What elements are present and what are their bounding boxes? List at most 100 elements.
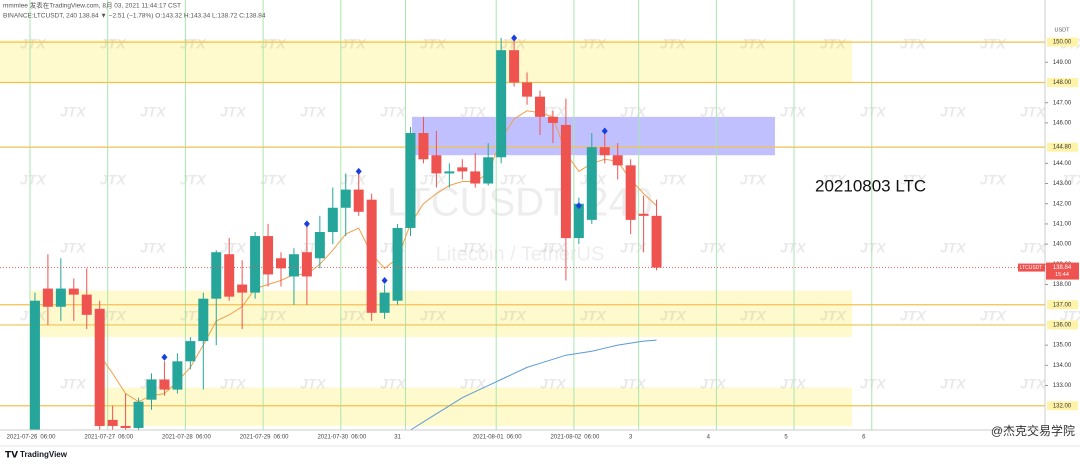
candle-body [301, 252, 312, 277]
watermark-brand: JTX [700, 240, 727, 256]
candle-body [651, 215, 662, 268]
watermark-brand: JTX [820, 308, 847, 324]
candle-body [625, 165, 636, 220]
watermark-brand: JTX [700, 104, 727, 120]
level-label-box [1047, 78, 1078, 88]
candle-body [444, 171, 455, 174]
y-tick-label: 133.00 [1053, 383, 1072, 389]
watermark-brand: JTX [580, 308, 607, 324]
level-label: 137.00 [1053, 302, 1072, 308]
x-tick-label: 06:00 [196, 435, 212, 441]
watermark-brand: JTX [340, 36, 367, 52]
annotation: 20210803 LTC [815, 176, 926, 195]
watermark-brand: JTX [660, 308, 687, 324]
watermark-brand: JTX [20, 36, 47, 52]
signal-marker [303, 220, 310, 228]
watermark-brand: JTX [60, 104, 87, 120]
candle-body [599, 147, 610, 156]
candle-body [94, 308, 105, 426]
candle-body [288, 254, 299, 277]
watermark-brand: JTX [940, 104, 967, 120]
candle-body [483, 157, 494, 184]
symbol-tag-box [1018, 263, 1045, 272]
candle-body [457, 167, 468, 172]
x-tick-label: 06:00 [118, 435, 134, 441]
candle-body [120, 425, 131, 428]
footer-brand: 𝗧𝗩 [5, 449, 18, 459]
watermark-name: Litecoin / TetherUS [436, 243, 605, 265]
signal-marker [355, 167, 362, 175]
candle-body [392, 227, 403, 301]
watermark-brand: JTX [180, 36, 207, 52]
watermark-brand: JTX [20, 172, 47, 188]
watermark-brand: JTX [460, 104, 487, 120]
y-tick-label: 141.00 [1053, 222, 1072, 228]
candle-body [431, 155, 442, 174]
candle-body [509, 50, 520, 83]
watermark-brand: JTX [340, 308, 367, 324]
watermark-brand: JTX [60, 376, 87, 392]
watermark-brand: JTX [420, 36, 447, 52]
watermark-brand: JTX [500, 308, 527, 324]
watermark-brand: JTX [460, 376, 487, 392]
watermark-brand: JTX [1020, 104, 1047, 120]
candle-body [107, 419, 118, 426]
y-tick-label: 142.00 [1053, 201, 1072, 207]
watermark-brand: JTX [220, 104, 247, 120]
watermark-brand: JTX [420, 172, 447, 188]
candle-body [340, 189, 351, 208]
watermark-brand: JTX [340, 172, 367, 188]
level-label-box [1047, 320, 1078, 330]
candle-body [55, 288, 66, 307]
x-tick-label: 06:00 [351, 435, 367, 441]
y-tick-label: 135.00 [1053, 343, 1072, 349]
watermark-brand: JTX [300, 376, 327, 392]
candle-body [405, 133, 416, 228]
watermark-brand: JTX [500, 172, 527, 188]
y-tick-label: 147.00 [1053, 100, 1072, 106]
level-label: 144.80 [1053, 145, 1072, 151]
watermark-brand: JTX [740, 172, 767, 188]
candle-body [470, 171, 481, 184]
x-tick-label: 3 [629, 435, 633, 441]
plot-area: LTCUSDT, 240 Litecoin / TetherUS JTX JTX JTX… [0, 0, 1080, 431]
candle-body [327, 207, 338, 233]
candle-body [133, 401, 144, 428]
last-price-label: 138.84 [1053, 265, 1072, 271]
watermark-brand: JTX [220, 240, 247, 256]
x-tick-label: 31 [394, 435, 401, 441]
candle-body [353, 189, 364, 212]
candle-body [314, 232, 325, 259]
watermark-brand: JTX [140, 104, 167, 120]
y-tick-label: 146.00 [1053, 120, 1072, 126]
watermark-brand: JTX [140, 240, 167, 256]
x-tick-label: 5 [784, 435, 788, 441]
level-label-box [1047, 142, 1078, 152]
watermark-brand: JTX [100, 36, 127, 52]
candle-body [276, 258, 286, 269]
candle-body [198, 298, 209, 342]
watermark-brand: JTX [900, 308, 927, 324]
y-tick-label: 144.00 [1053, 161, 1072, 167]
candle-body [586, 147, 597, 220]
y-tick-label: 143.00 [1053, 181, 1072, 187]
countdown: 15:44 [1055, 272, 1069, 278]
candle-body [638, 213, 649, 216]
watermark-brand: JTX [620, 376, 647, 392]
watermark-brand: JTX [1020, 376, 1047, 392]
level-label-box [1047, 300, 1078, 310]
watermark-brand: JTX [180, 172, 207, 188]
watermark-brand: JTX [940, 376, 967, 392]
signal-marker [575, 202, 582, 210]
candle-body [68, 288, 79, 295]
candle-body [42, 288, 53, 307]
watermark-brand: JTX [1020, 240, 1047, 256]
candle-body [211, 252, 222, 299]
watermark-brand: JTX [260, 308, 287, 324]
watermark-brand: JTX [860, 104, 887, 120]
watermark-brand: JTX [980, 36, 1007, 52]
x-tick-label: 06:00 [584, 435, 600, 441]
x-tick-label: 06:00 [40, 435, 56, 441]
candle-body [81, 294, 92, 315]
